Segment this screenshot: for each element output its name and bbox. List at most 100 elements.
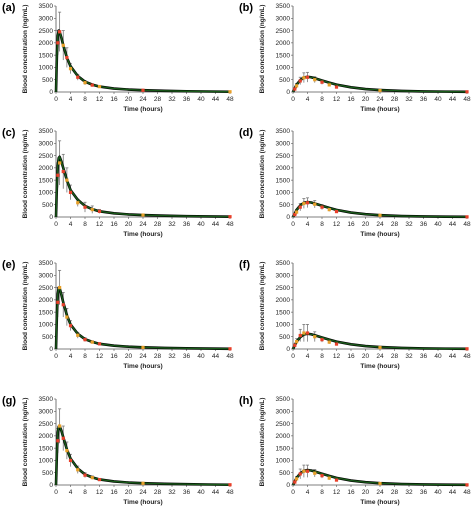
x-tick-label: 16: [347, 489, 355, 496]
x-tick-label: 32: [168, 221, 176, 228]
x-axis-title: Time (hours): [123, 363, 162, 370]
x-tick-label: 4: [69, 353, 73, 360]
observed-point: [295, 340, 299, 344]
observed-point: [320, 474, 324, 478]
x-tick-label: 32: [168, 353, 176, 360]
panel-label: (d): [239, 127, 253, 139]
x-tick-label: 44: [212, 353, 220, 360]
panel-label: (c): [2, 127, 16, 139]
observed-point: [83, 205, 87, 209]
observed-point: [56, 439, 60, 443]
observed-point: [97, 342, 102, 346]
observed-point: [228, 90, 232, 94]
x-tick-label: 4: [69, 221, 73, 228]
x-tick-label: 48: [463, 96, 471, 103]
x-tick-label: 40: [434, 96, 442, 103]
y-tick-label: 500: [42, 202, 53, 209]
x-tick-label: 16: [110, 489, 118, 496]
x-tick-label: 32: [405, 96, 413, 103]
x-tick-label: 8: [83, 221, 87, 228]
x-tick-label: 12: [96, 489, 104, 496]
y-axis-title: Blood concentration (ng/mL): [259, 262, 266, 351]
y-tick-label: 2000: [276, 165, 291, 172]
x-tick-label: 32: [405, 489, 413, 496]
x-tick-label: 20: [362, 221, 370, 228]
x-tick-label: 48: [463, 353, 471, 360]
y-axis-title: Blood concentration (ng/mL): [22, 262, 29, 351]
x-tick-label: 28: [391, 221, 399, 228]
observed-point: [90, 83, 94, 87]
observed-point: [83, 473, 87, 477]
y-tick-label: 2000: [276, 40, 291, 47]
y-tick-label: 1000: [39, 65, 54, 72]
y-tick-label: 0: [49, 346, 53, 353]
observed-point: [76, 468, 80, 472]
panel-label: (g): [2, 395, 16, 407]
x-tick-label: 16: [347, 221, 355, 228]
y-tick-label: 2500: [39, 285, 54, 292]
y-tick-label: 3000: [276, 140, 291, 147]
x-tick-label: 20: [362, 353, 370, 360]
x-tick-label: 20: [362, 489, 370, 496]
observed-point: [327, 340, 331, 344]
observed-point: [97, 84, 102, 89]
observed-point: [58, 161, 62, 165]
observed-point: [320, 205, 324, 209]
observed-point: [305, 469, 310, 473]
x-tick-label: 0: [54, 489, 58, 496]
y-tick-label: 3500: [39, 3, 54, 10]
x-tick-label: 28: [154, 96, 162, 103]
y-tick-label: 500: [279, 202, 290, 209]
x-tick-label: 8: [320, 489, 324, 496]
x-tick-label: 40: [197, 489, 205, 496]
x-tick-label: 16: [110, 221, 118, 228]
x-axis-title: Time (hours): [360, 499, 399, 506]
y-tick-label: 500: [279, 77, 290, 84]
observed-point: [334, 209, 339, 214]
observed-point: [76, 201, 80, 205]
y-tick-label: 1500: [39, 52, 54, 59]
y-tick-label: 1500: [276, 445, 291, 452]
observed-point: [228, 215, 232, 219]
y-tick-label: 500: [279, 334, 290, 341]
x-tick-label: 48: [226, 221, 234, 228]
x-tick-label: 40: [434, 489, 442, 496]
x-tick-label: 36: [420, 221, 428, 228]
observed-point: [298, 205, 302, 209]
x-tick-label: 0: [54, 96, 58, 103]
x-tick-label: 4: [306, 221, 310, 228]
observed-point: [56, 300, 60, 304]
y-tick-label: 2500: [276, 153, 291, 160]
observed-point: [378, 345, 382, 350]
observed-point: [65, 449, 69, 453]
observed-point: [90, 208, 94, 212]
y-tick-label: 3500: [276, 128, 291, 135]
observed-point: [302, 331, 306, 335]
y-tick-label: 3000: [39, 408, 54, 415]
y-tick-label: 1500: [276, 177, 291, 184]
x-tick-label: 16: [347, 96, 355, 103]
observed-point: [68, 67, 73, 71]
observed-point: [56, 41, 60, 45]
observed-point: [61, 43, 65, 47]
x-tick-label: 20: [125, 96, 133, 103]
x-tick-label: 16: [110, 353, 118, 360]
observed-point: [305, 331, 310, 335]
observed-point: [320, 80, 324, 84]
y-tick-label: 1000: [276, 65, 291, 72]
observed-point: [58, 285, 62, 290]
y-tick-label: 2500: [39, 421, 54, 428]
x-tick-label: 36: [183, 221, 191, 228]
observed-point: [141, 213, 145, 217]
x-axis-title: Time (hours): [360, 363, 399, 370]
observed-point: [58, 30, 62, 34]
observed-point: [61, 169, 65, 174]
observed-point: [378, 213, 382, 217]
x-tick-label: 44: [212, 221, 220, 228]
fit-curve: [55, 29, 231, 93]
